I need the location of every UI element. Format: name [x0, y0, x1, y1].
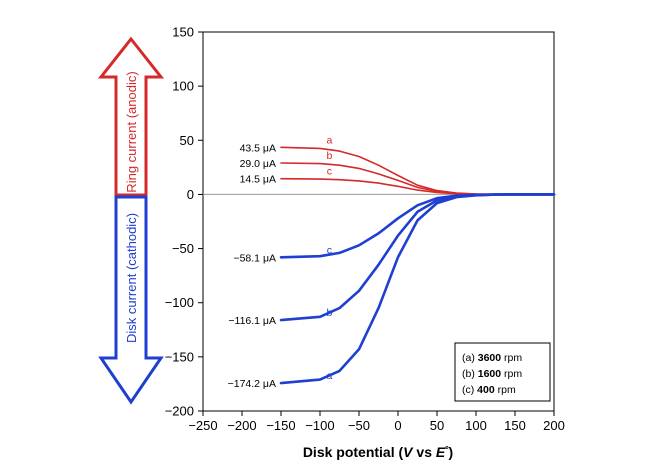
disk-series-b [279, 193, 556, 322]
x-tick-label: 0 [394, 418, 401, 433]
x-tick-label: 200 [543, 418, 565, 433]
disk-plateau-label-a: −174.2 μA [228, 378, 276, 390]
current-direction-arrows: Ring current (anodic) Disk current (cath… [97, 36, 165, 405]
disk-current-label: Disk current (cathodic) [124, 213, 139, 343]
x-tick-label: 150 [504, 418, 526, 433]
curve-annotations: 43.5 μA a 29.0 μA b 14.5 μA c −58.1 μA c −116.1 … [228, 134, 333, 390]
x-tick-label: −150 [266, 418, 295, 433]
legend-entry-b: (b) 1600 rpm [462, 368, 522, 380]
plot-frame [202, 31, 555, 412]
x-tick-label: −200 [227, 418, 256, 433]
y-tick-label: 0 [187, 187, 194, 202]
x-tick-label: −250 [188, 418, 217, 433]
legend-entry-a: (a) 3600 rpm [462, 352, 522, 364]
ring-plateau-label-c: 14.5 μA [240, 174, 276, 186]
axis-ticks [198, 31, 555, 416]
ring-current-label: Ring current (anodic) [124, 71, 139, 192]
y-tick-label: 50 [180, 133, 194, 148]
ring-series-c [280, 177, 555, 196]
legend-entry-c: (c) 400 rpm [462, 384, 516, 396]
disk-series-a [279, 193, 556, 385]
ring-plateau-label-b: 29.0 μA [240, 158, 276, 170]
x-tick-label: 50 [430, 418, 444, 433]
ring-curve-letter-b: b [326, 150, 332, 162]
x-tick-label: −50 [348, 418, 370, 433]
disk-plateau-label-b: −116.1 μA [228, 315, 276, 327]
y-tick-label: −100 [165, 295, 194, 310]
series-lines [279, 146, 556, 385]
disk-curve-letter-a: a [326, 370, 332, 382]
y-tick-label: 100 [172, 79, 194, 94]
x-axis-title: Disk potential (V vs Eº) [303, 444, 453, 460]
disk-curve-letter-b: b [326, 307, 332, 319]
y-tick-label: 150 [172, 25, 194, 40]
y-tick-label: −150 [165, 349, 194, 364]
legend: (a) 3600 rpm (b) 1600 rpm (c) 400 rpm [454, 342, 551, 402]
legend-box [454, 342, 551, 402]
disk-curve-letter-c: c [327, 244, 332, 256]
y-tick-label: −200 [165, 404, 194, 419]
ring-current-arrow [97, 36, 165, 197]
disk-series-c [279, 193, 556, 259]
x-tick-label: −100 [305, 418, 334, 433]
disk-plateau-label-c: −58.1 μA [233, 252, 276, 264]
disk-current-arrow [98, 195, 164, 405]
ring-curve-letter-a: a [326, 134, 332, 146]
y-tick-label: −50 [172, 241, 194, 256]
x-tick-label: 100 [465, 418, 487, 433]
ring-curve-letter-c: c [327, 166, 332, 178]
axis-tick-labels: −250 −200 −150 −100 −50 0 50 100 150 200−200−150−… [165, 25, 565, 434]
ring-plateau-label-a: 43.5 μA [240, 142, 276, 154]
